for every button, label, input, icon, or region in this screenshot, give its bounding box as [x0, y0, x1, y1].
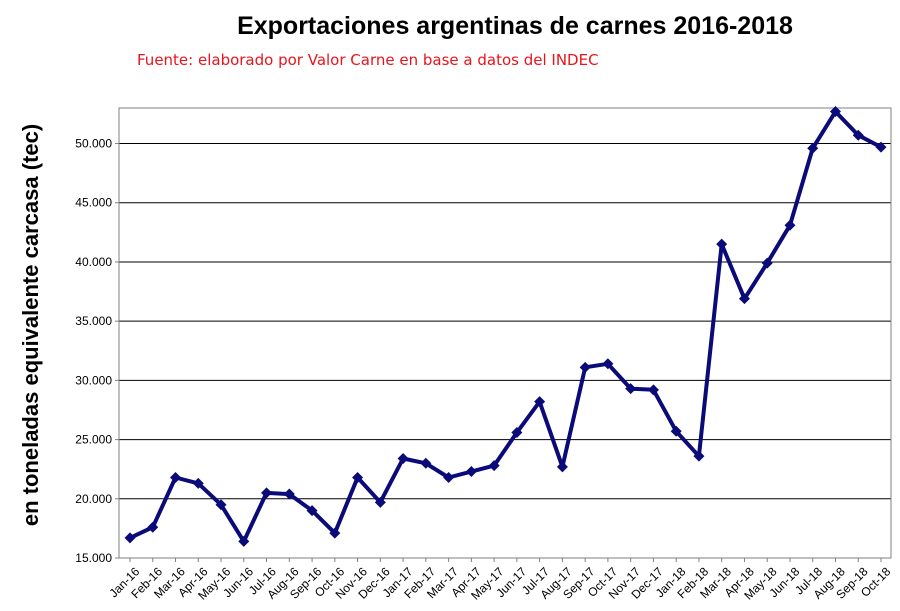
data-point	[602, 358, 614, 370]
y-tick-label: 30.000	[75, 373, 112, 387]
data-point	[716, 238, 728, 250]
data-point	[443, 471, 455, 483]
data-markers	[124, 106, 887, 547]
y-tick-label: 20.000	[75, 492, 112, 506]
data-point	[352, 471, 364, 483]
y-tick-label: 40.000	[75, 255, 112, 269]
y-tick-label: 15.000	[75, 551, 112, 565]
data-point	[488, 460, 500, 472]
y-tick-label: 50.000	[75, 137, 112, 151]
data-point	[784, 219, 796, 231]
data-point	[738, 293, 750, 305]
y-tick-label: 35.000	[75, 314, 112, 328]
data-point	[261, 487, 273, 499]
y-tick-label: 45.000	[75, 196, 112, 210]
y-axis-ticks: 15.000 20.000 25.000 30.000 35.000 40.000 45.0…	[75, 137, 119, 565]
series-line	[129, 109, 882, 544]
data-point	[647, 384, 659, 396]
data-point	[215, 499, 227, 511]
data-point	[556, 461, 568, 473]
y-tick-label: 25.000	[75, 433, 112, 447]
data-point	[420, 457, 432, 469]
chart-title: Exportaciones argentinas de carnes 2016-…	[237, 12, 793, 40]
data-point	[852, 129, 864, 141]
data-point	[829, 106, 841, 118]
chart-subtitle: Fuente: elaborado por Valor Carne en bas…	[137, 51, 599, 69]
data-point	[147, 521, 159, 533]
data-point	[625, 383, 637, 395]
data-point	[579, 361, 591, 373]
data-point	[374, 496, 386, 508]
x-axis-ticks: Jan-16Feb-16Mar-16Apr-16May-16Jun-16Jul-…	[106, 558, 894, 603]
gridlines	[119, 143, 891, 500]
plot-area	[118, 107, 892, 559]
data-point	[238, 535, 250, 547]
data-point	[465, 466, 477, 478]
data-point	[875, 141, 887, 153]
data-point	[192, 477, 204, 489]
data-point	[124, 532, 136, 544]
data-point	[306, 505, 318, 517]
data-point	[761, 257, 773, 269]
data-point	[807, 142, 819, 154]
data-point	[329, 527, 341, 539]
data-point	[283, 488, 295, 500]
data-point	[511, 426, 523, 438]
data-point	[670, 425, 682, 437]
y-axis-label: en toneladas equivalente carcasa (tec)	[18, 124, 43, 526]
data-point	[534, 396, 546, 408]
data-point	[397, 453, 409, 465]
data-point	[693, 450, 705, 462]
data-point	[170, 471, 182, 483]
